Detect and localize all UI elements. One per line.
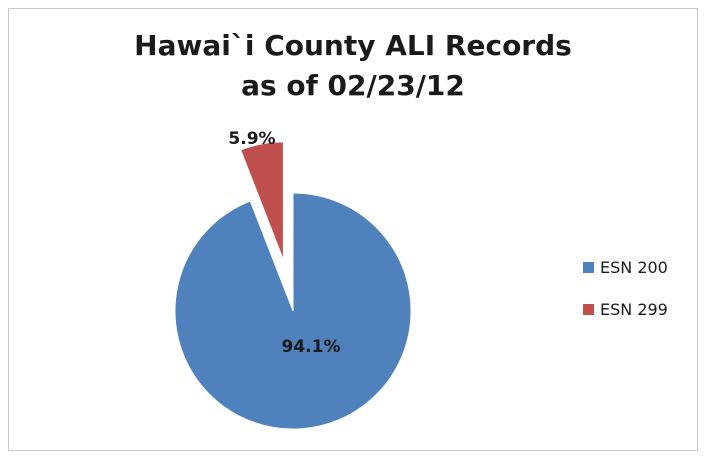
legend-swatch-esn-200 [583, 261, 594, 273]
pie-slice-esn-200 [174, 192, 412, 430]
legend-item-esn-200: ESN 200 [583, 257, 668, 277]
pie-slices [174, 141, 412, 430]
chart-title-line-1: Hawai`i County ALI Records [134, 29, 572, 62]
data-label-esn-200: 94.1% [282, 337, 341, 357]
legend-label-esn-299: ESN 299 [600, 299, 668, 319]
pie-data-labels: 94.1% 5.9% [228, 129, 340, 357]
pie-slice-esn-299 [240, 141, 284, 261]
chart-title: Hawai`i County ALI Records as of 02/23/1… [0, 26, 706, 106]
chart-title-line-2: as of 02/23/12 [241, 69, 465, 102]
chart-legend: ESN 200 ESN 299 [583, 257, 668, 341]
data-label-esn-299: 5.9% [228, 129, 275, 149]
legend-item-esn-299: ESN 299 [583, 299, 668, 319]
legend-swatch-esn-299 [583, 303, 594, 315]
legend-label-esn-200: ESN 200 [600, 257, 668, 277]
